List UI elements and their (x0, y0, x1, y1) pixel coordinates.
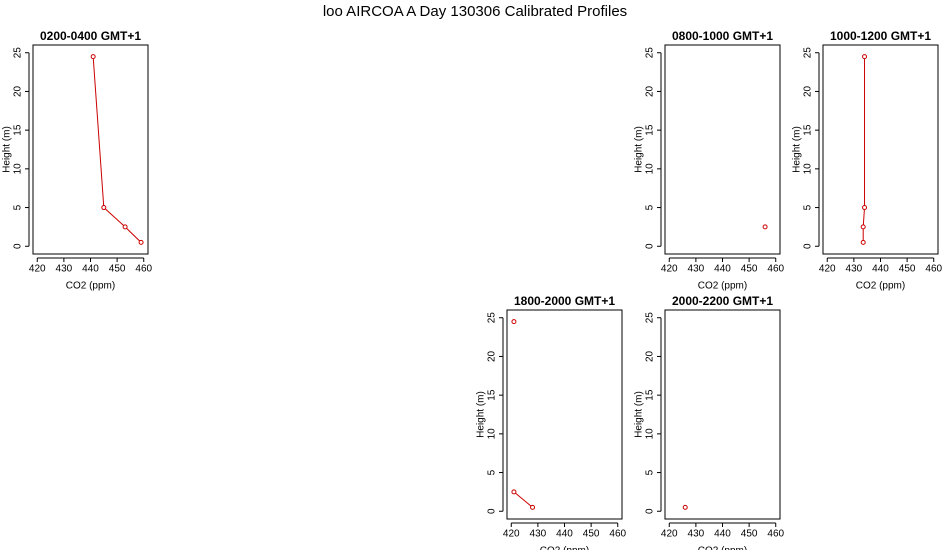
x-tick-label: 420 (661, 264, 678, 275)
x-tick-label: 430 (530, 529, 547, 540)
profile-point (862, 54, 868, 60)
plot-frame (822, 44, 939, 255)
y-tick-label: 15 (645, 389, 656, 401)
y-tick-label: 20 (13, 85, 24, 97)
x-tick-label: 460 (767, 264, 784, 275)
x-tick-label: 420 (29, 264, 46, 275)
profile-point (862, 205, 868, 211)
y-tick-label: 10 (487, 428, 498, 440)
x-tick-label: 430 (846, 264, 863, 275)
x-tick-label: 420 (819, 264, 836, 275)
x-tick-label: 450 (741, 529, 758, 540)
x-tick-label: 450 (741, 264, 758, 275)
x-tick-label: 440 (714, 264, 731, 275)
y-tick-label: 0 (13, 243, 24, 249)
y-tick-label: 10 (645, 428, 656, 440)
x-tick-label: 460 (767, 529, 784, 540)
x-axis-label: CO2 (ppm) (66, 281, 115, 292)
plot-frame (664, 309, 781, 520)
y-tick-label: 0 (645, 508, 656, 514)
x-tick-label: 440 (714, 529, 731, 540)
y-axis-label: Height (m) (634, 126, 645, 173)
y-tick-label: 0 (487, 508, 498, 514)
x-tick-label: 450 (109, 264, 126, 275)
x-tick-label: 460 (135, 264, 152, 275)
profile-point (122, 224, 128, 230)
x-tick-label: 460 (925, 264, 942, 275)
x-tick-label: 420 (503, 529, 520, 540)
x-tick-label: 460 (609, 529, 626, 540)
profile-point (90, 54, 96, 60)
panel-title: 1000-1200 GMT+1 (830, 29, 931, 43)
x-tick-label: 430 (688, 529, 705, 540)
x-tick-label: 430 (56, 264, 73, 275)
y-tick-label: 20 (645, 350, 656, 362)
y-tick-label: 15 (487, 389, 498, 401)
x-axis-label: CO2 (ppm) (856, 281, 905, 292)
y-tick-label: 25 (13, 47, 24, 59)
y-tick-label: 10 (803, 163, 814, 175)
y-tick-label: 5 (487, 469, 498, 475)
profile-point (682, 504, 688, 510)
y-tick-label: 25 (645, 47, 656, 59)
profile-point (860, 224, 866, 230)
y-tick-label: 15 (803, 124, 814, 136)
y-tick-label: 20 (803, 85, 814, 97)
profile-point (860, 239, 866, 245)
y-tick-label: 5 (13, 204, 24, 210)
y-tick-label: 10 (13, 163, 24, 175)
y-tick-label: 15 (13, 124, 24, 136)
y-tick-label: 5 (645, 469, 656, 475)
profile-point (530, 504, 536, 510)
plot-frame (32, 44, 149, 255)
panel-title: 0200-0400 GMT+1 (40, 29, 141, 43)
y-tick-label: 5 (803, 204, 814, 210)
x-tick-label: 430 (688, 264, 705, 275)
x-tick-label: 450 (899, 264, 916, 275)
figure-title: loo AIRCOA A Day 130306 Calibrated Profi… (323, 3, 627, 20)
x-tick-label: 440 (556, 529, 573, 540)
y-tick-label: 10 (645, 163, 656, 175)
y-tick-label: 25 (645, 312, 656, 324)
x-tick-label: 440 (82, 264, 99, 275)
profile-line (92, 56, 142, 243)
y-tick-label: 5 (645, 204, 656, 210)
profile-point (101, 205, 107, 211)
x-axis-label: CO2 (ppm) (698, 281, 747, 292)
profile-point (762, 224, 768, 230)
y-axis-label: Height (m) (634, 391, 645, 438)
y-tick-label: 20 (487, 350, 498, 362)
x-axis-label: CO2 (ppm) (698, 546, 747, 550)
profile-point (511, 319, 517, 325)
profile-point (138, 239, 144, 245)
panel-title: 1800-2000 GMT+1 (514, 294, 615, 308)
panel-title: 2000-2200 GMT+1 (672, 294, 773, 308)
y-tick-label: 20 (645, 85, 656, 97)
plot-frame (664, 44, 781, 255)
x-tick-label: 420 (661, 529, 678, 540)
x-axis-label: CO2 (ppm) (540, 546, 589, 550)
y-tick-label: 25 (487, 312, 498, 324)
x-tick-label: 440 (872, 264, 889, 275)
plot-frame (506, 309, 623, 520)
y-tick-label: 25 (803, 47, 814, 59)
y-axis-label: Height (m) (792, 126, 803, 173)
x-tick-label: 450 (583, 529, 600, 540)
y-axis-label: Height (m) (2, 126, 13, 173)
y-tick-label: 0 (645, 243, 656, 249)
panel-title: 0800-1000 GMT+1 (672, 29, 773, 43)
y-axis-label: Height (m) (476, 391, 487, 438)
profile-point (511, 489, 517, 495)
y-tick-label: 15 (645, 124, 656, 136)
profile-line (862, 56, 866, 243)
y-tick-label: 0 (803, 243, 814, 249)
